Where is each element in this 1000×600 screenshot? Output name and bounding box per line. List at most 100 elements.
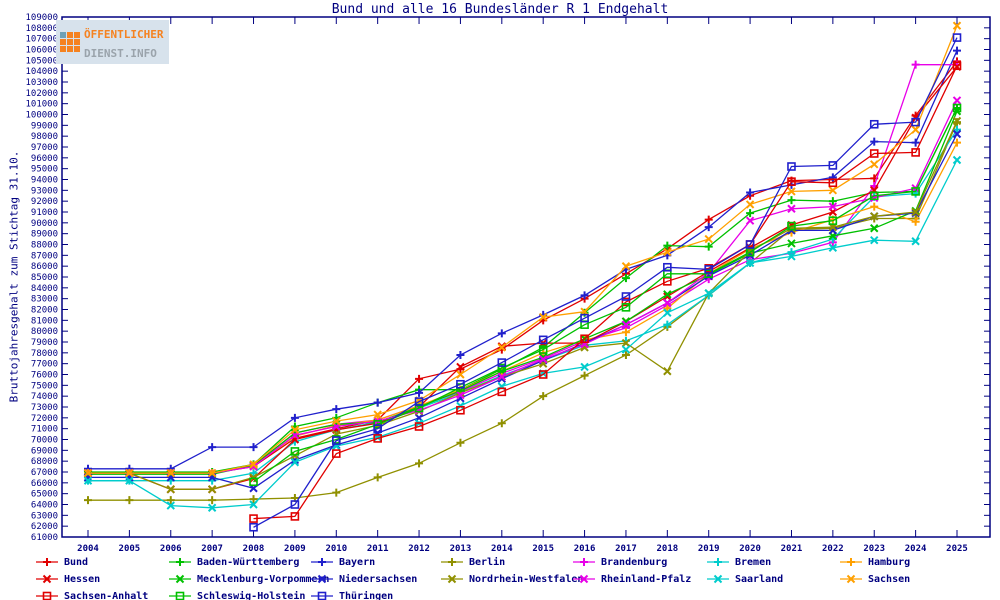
svg-text:105000: 105000 [25, 56, 58, 66]
svg-text:2025: 2025 [946, 544, 968, 552]
svg-text:98000: 98000 [31, 132, 58, 142]
svg-text:78000: 78000 [31, 349, 58, 359]
svg-text:2019: 2019 [698, 544, 720, 552]
legend-marker-icon [311, 591, 333, 600]
legend-label: Nordrhein-Westfalen [469, 573, 584, 585]
legend-label: Thüringen [339, 590, 394, 600]
logo-text-line2: DIENST.INFO [84, 47, 157, 60]
legend-marker-icon [707, 574, 729, 584]
legend-item: Niedersachsen [310, 573, 417, 585]
svg-text:73000: 73000 [31, 403, 58, 413]
svg-text:80000: 80000 [31, 327, 58, 337]
svg-text:2016: 2016 [574, 544, 596, 552]
svg-text:103000: 103000 [25, 78, 58, 88]
svg-text:2006: 2006 [160, 544, 182, 552]
legend-label: Rheinland-Pfalz [601, 573, 692, 585]
svg-text:107000: 107000 [25, 35, 58, 45]
legend-label: Brandenburg [601, 556, 668, 568]
legend-marker-icon [36, 574, 58, 584]
legend-label: Hamburg [868, 556, 911, 568]
svg-text:2008: 2008 [243, 544, 265, 552]
svg-text:106000: 106000 [25, 46, 58, 56]
legend-label: Bremen [735, 556, 772, 568]
legend-marker-icon [441, 558, 463, 566]
svg-text:70000: 70000 [31, 436, 58, 446]
svg-text:96000: 96000 [31, 154, 58, 164]
svg-text:79000: 79000 [31, 338, 58, 348]
svg-text:108000: 108000 [25, 24, 58, 34]
svg-text:101000: 101000 [25, 100, 58, 110]
svg-text:72000: 72000 [31, 414, 58, 424]
svg-text:2020: 2020 [739, 544, 761, 552]
legend-label: Sachsen-Anhalt [64, 590, 149, 600]
svg-text:71000: 71000 [31, 425, 58, 435]
svg-text:63000: 63000 [31, 511, 58, 521]
logo-squares-icon [60, 32, 80, 52]
svg-text:2009: 2009 [284, 544, 306, 552]
svg-text:82000: 82000 [31, 306, 58, 316]
svg-text:84000: 84000 [31, 284, 58, 294]
svg-text:90000: 90000 [31, 219, 58, 229]
legend-item: Nordrhein-Westfalen [440, 573, 583, 585]
svg-text:97000: 97000 [31, 143, 58, 153]
svg-text:2007: 2007 [201, 544, 223, 552]
svg-text:2017: 2017 [615, 544, 637, 552]
svg-text:109000: 109000 [25, 13, 58, 23]
legend-item: Bayern [310, 556, 375, 568]
svg-text:75000: 75000 [31, 381, 58, 391]
legend-marker-icon [169, 574, 191, 584]
legend-item: Baden-Württemberg [168, 556, 299, 568]
svg-text:74000: 74000 [31, 392, 58, 402]
svg-text:67000: 67000 [31, 468, 58, 478]
svg-text:2014: 2014 [491, 544, 513, 552]
legend-item: Rheinland-Pfalz [572, 573, 691, 585]
legend-item: Thüringen [310, 590, 393, 600]
legend-item: Hessen [35, 573, 100, 585]
legend-label: Schleswig-Holstein [197, 590, 306, 600]
svg-text:2023: 2023 [863, 544, 885, 552]
svg-text:92000: 92000 [31, 197, 58, 207]
svg-text:2022: 2022 [822, 544, 844, 552]
legend-item: Berlin [440, 556, 505, 568]
legend-item: Brandenburg [572, 556, 667, 568]
legend-marker-icon [311, 574, 333, 584]
svg-text:2012: 2012 [408, 544, 430, 552]
legend-marker-icon [311, 558, 333, 566]
legend-marker-icon [573, 558, 595, 566]
legend-item: Bund [35, 556, 88, 568]
legend-item: Saarland [706, 573, 783, 585]
legend-marker-icon [36, 591, 58, 600]
svg-text:102000: 102000 [25, 89, 58, 99]
svg-text:2018: 2018 [656, 544, 678, 552]
svg-text:86000: 86000 [31, 262, 58, 272]
legend-label: Niedersachsen [339, 573, 418, 585]
svg-text:69000: 69000 [31, 446, 58, 456]
legend-marker-icon [840, 574, 862, 584]
svg-text:91000: 91000 [31, 208, 58, 218]
svg-text:65000: 65000 [31, 490, 58, 500]
legend-item: Schleswig-Holstein [168, 590, 305, 600]
svg-text:76000: 76000 [31, 371, 58, 381]
svg-text:95000: 95000 [31, 165, 58, 175]
legend-label: Mecklenburg-Vorpommern [197, 573, 330, 585]
legend-marker-icon [169, 591, 191, 600]
legend-label: Bund [64, 556, 89, 568]
svg-text:2011: 2011 [367, 544, 389, 552]
legend-label: Baden-Württemberg [197, 556, 300, 568]
legend-item: Hamburg [839, 556, 910, 568]
svg-text:2005: 2005 [119, 544, 141, 552]
svg-text:94000: 94000 [31, 176, 58, 186]
svg-text:64000: 64000 [31, 501, 58, 511]
legend-marker-icon [840, 558, 862, 566]
svg-text:83000: 83000 [31, 295, 58, 305]
legend-item: Mecklenburg-Vorpommern [168, 573, 329, 585]
legend-item: Bremen [706, 556, 771, 568]
svg-text:104000: 104000 [25, 67, 58, 77]
svg-text:87000: 87000 [31, 251, 58, 261]
svg-text:93000: 93000 [31, 186, 58, 196]
svg-text:88000: 88000 [31, 241, 58, 251]
svg-text:2021: 2021 [781, 544, 803, 552]
svg-text:2004: 2004 [77, 544, 99, 552]
legend-marker-icon [573, 574, 595, 584]
svg-text:61000: 61000 [31, 533, 58, 543]
